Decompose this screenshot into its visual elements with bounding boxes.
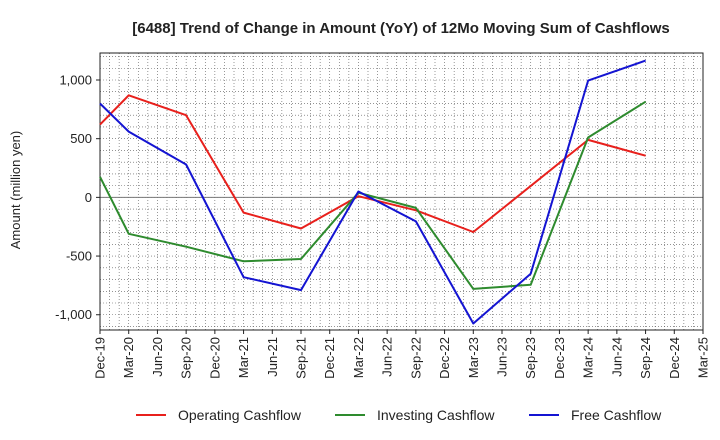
x-tick-label: Dec-23 (552, 337, 567, 379)
x-tick-label: Mar-25 (696, 337, 711, 378)
x-tick-label: Sep-24 (638, 337, 653, 379)
x-tick-label: Jun-23 (495, 337, 510, 377)
x-tick-label: Dec-19 (93, 337, 108, 379)
x-tick-label: Mar-22 (351, 337, 366, 378)
x-tick-label: Mar-24 (581, 337, 596, 378)
x-tick-label: Dec-21 (322, 337, 337, 379)
y-tick-label: 500 (70, 131, 92, 146)
x-tick-label: Sep-21 (294, 337, 309, 379)
y-tick-label: 0 (85, 190, 92, 205)
x-tick-label: Dec-22 (437, 337, 452, 379)
legend-label-operating-cashflow: Operating Cashflow (178, 407, 302, 423)
x-tick-label: Dec-24 (667, 337, 682, 379)
y-tick-label: -1,000 (55, 307, 92, 322)
x-tick-label: Jun-20 (150, 337, 165, 377)
y-tick-label: -500 (66, 249, 92, 264)
x-tick-label: Mar-20 (121, 337, 136, 378)
legend-label-free-cashflow: Free Cashflow (571, 407, 662, 423)
x-tick-label: Mar-21 (236, 337, 251, 378)
series-line-free-cashflow (99, 59, 646, 325)
y-tick-label: 1,000 (59, 72, 92, 87)
x-tick-label: Mar-23 (466, 337, 481, 378)
legend-label-investing-cashflow: Investing Cashflow (377, 407, 495, 423)
plot-area: -1,000 -500 0 500 1,000 Dec-19 Mar-20 Jun-20 Sep… (55, 52, 711, 379)
x-tick-label: Jun-24 (609, 337, 624, 377)
x-tick-label: Jun-21 (265, 337, 280, 377)
legend: Operating Cashflow Investing Cashflow Free… (136, 407, 662, 423)
x-tick-label: Sep-20 (179, 337, 194, 379)
x-tick-label: Sep-23 (523, 337, 538, 379)
plot-frame (99, 52, 704, 331)
chart-title: [6488] Trend of Change in Amount (YoY) o… (132, 20, 670, 37)
y-axis-label: Amount (million yen) (8, 131, 23, 250)
x-tick-label: Dec-20 (207, 337, 222, 379)
x-tick-label: Jun-22 (380, 337, 395, 377)
series-line-operating-cashflow (99, 94, 646, 233)
x-tick-label: Sep-22 (408, 337, 423, 379)
plot-background (100, 53, 703, 330)
